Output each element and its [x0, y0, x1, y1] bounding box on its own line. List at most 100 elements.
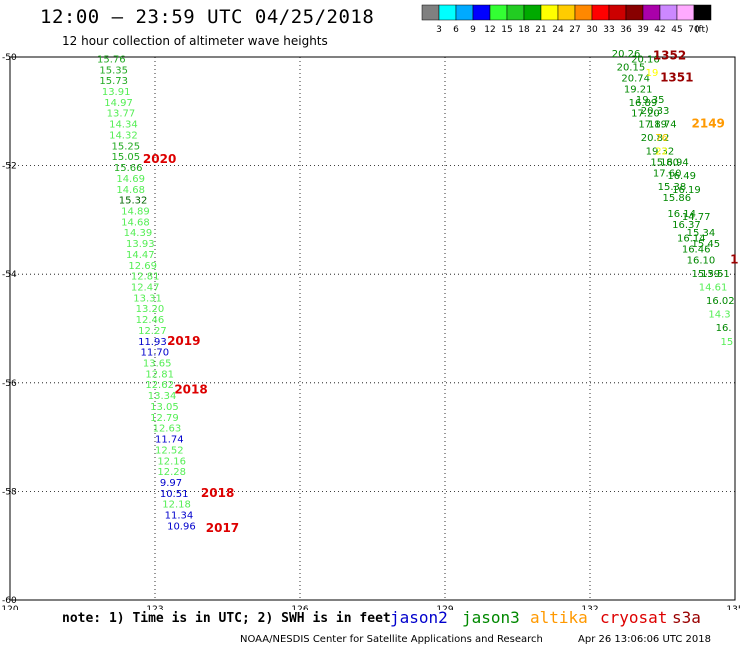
x-tick-label: 132 — [581, 605, 598, 610]
legend-tick-label: 36 — [620, 25, 632, 35]
wave-height-label: 20.33 — [641, 106, 670, 117]
legend-tick-label: 30 — [586, 25, 598, 35]
legend-swatch — [693, 4, 712, 21]
wave-height-label: 16. — [716, 323, 732, 334]
wave-height-label: 13.93 — [126, 239, 155, 250]
wave-height-label: 10.51 — [160, 489, 189, 500]
wave-height-label: 12.81 — [145, 369, 174, 380]
wave-height-label: 14.69 — [116, 174, 145, 185]
x-tick-label: 126 — [291, 605, 308, 610]
wave-height-label: 12.18 — [162, 500, 191, 511]
wave-height-label: 16.49 — [667, 171, 696, 182]
plot-frame — [9, 56, 736, 601]
wave-height-label: 17.19 — [638, 120, 667, 131]
wave-height-label: 13.77 — [107, 109, 136, 120]
satellite-jason2: jason2 — [390, 608, 448, 627]
satellite-cryosat: cryosat — [600, 608, 668, 627]
wave-height-label: 14.77 — [682, 212, 711, 223]
wave-height-label: 14.34 — [109, 120, 138, 131]
wave-height-label: 19.35 — [636, 95, 665, 106]
legend-tick-label: 3 — [436, 25, 442, 35]
y-tick-label: -56 — [2, 379, 17, 389]
wave-height-label: 14.61 — [699, 282, 728, 293]
legend-tick-label: 12 — [484, 25, 495, 35]
wave-height-label: 15.45 — [692, 239, 721, 250]
wave-height-label: 10.96 — [167, 521, 196, 532]
wave-height-label: 18.74 — [648, 120, 677, 131]
wave-height-label: 15.51 — [701, 269, 730, 280]
pass-number-label: 2019 — [167, 334, 200, 348]
wave-height-label: 17.60 — [653, 168, 682, 179]
wave-height-label: 20.82 — [641, 133, 670, 144]
wave-height-label: 9.97 — [160, 478, 182, 489]
wave-height-label: 20.15 — [617, 63, 646, 74]
wave-height-label: 11.74 — [155, 435, 184, 446]
wave-height-label: 76 — [655, 133, 668, 144]
wave-height-label: 17.20 — [631, 109, 660, 120]
y-tick-label: -60 — [2, 596, 17, 606]
legend-tick-label: 33 — [603, 25, 614, 35]
wave-height-label: 13.20 — [136, 304, 165, 315]
legend-tick-label: 45 — [671, 25, 682, 35]
wave-height-label: 11.70 — [141, 348, 170, 359]
color-legend: 3 6 9 12 15 18 21 24 27 30 33 36 39 42 45 70(ft) — [421, 4, 712, 35]
wave-height-label: 12.27 — [138, 326, 167, 337]
pass-number-label: 1352 — [653, 49, 686, 63]
x-tick-label: 135 — [726, 605, 740, 610]
y-tick-label: -54 — [2, 270, 17, 280]
wave-height-label: 16.10 — [687, 255, 716, 266]
wave-height-label: 19 — [646, 68, 659, 79]
wave-height-label: 14.97 — [104, 98, 133, 109]
wave-height-label: 12.28 — [157, 467, 186, 478]
legend-tick-label: 70 — [688, 25, 700, 35]
wave-height-label: 20.74 — [621, 73, 650, 84]
wave-height-label: 22 — [655, 147, 668, 158]
legend-unit: (ft) — [695, 25, 709, 35]
wave-height-label: 16.02 — [706, 296, 735, 307]
pass-number-label: 2020 — [143, 152, 176, 166]
wave-height-label: 14.89 — [121, 206, 150, 217]
wave-height-label: 15.05 — [112, 152, 141, 163]
wave-height-label: 14.68 — [121, 217, 150, 228]
x-tick-label: 120 — [1, 605, 18, 610]
wave-height-label: 15.32 — [119, 196, 148, 207]
wave-height-label: 16.89 — [629, 98, 658, 109]
wave-height-label: 12.79 — [150, 413, 179, 424]
satellite-s3a: s3a — [672, 608, 701, 627]
wave-height-label: 15.66 — [114, 163, 143, 174]
satellite-altika: altika — [530, 608, 588, 627]
wave-height-label: 16.94 — [660, 158, 689, 169]
wave-height-label: 15.80 — [650, 158, 679, 169]
footer-credit: NOAA/NESDIS Center for Satellite Applica… — [240, 634, 543, 645]
wave-height-label: 15.38 — [658, 182, 687, 193]
wave-height-label: 16.14 — [677, 234, 706, 245]
wave-height-label: 13.05 — [150, 402, 179, 413]
page-subtitle: 12 hour collection of altimeter wave hei… — [62, 34, 328, 48]
wave-height-label: 15.25 — [112, 141, 141, 152]
pass-number-label: 1 — [730, 252, 738, 266]
wave-height-label: 15 — [721, 337, 734, 348]
wave-height-label: 15.73 — [99, 76, 128, 87]
wave-height-label: 16.46 — [682, 244, 711, 255]
wave-height-label: 15.39 — [692, 269, 721, 280]
legend-tick-label: 18 — [518, 25, 530, 35]
pass-number-label: 2018 — [201, 486, 234, 500]
pass-number-label: 2017 — [206, 521, 239, 535]
y-tick-label: -50 — [2, 53, 17, 63]
pass-number-label: 1351 — [660, 70, 693, 84]
wave-height-label: 19.21 — [624, 84, 653, 95]
wave-height-label: 12.81 — [131, 272, 160, 283]
y-tick-label: -58 — [2, 487, 17, 497]
x-tick-label: 129 — [436, 605, 453, 610]
x-tick-label: 123 — [146, 605, 163, 610]
wave-height-label: 12.69 — [128, 261, 157, 272]
satellite-jason3: jason3 — [462, 608, 520, 627]
wave-height-label: 12.16 — [157, 456, 186, 467]
wave-height-label: 13.31 — [133, 293, 162, 304]
wave-height-label: 15.76 — [97, 54, 126, 65]
wave-height-label: 13.34 — [148, 391, 177, 402]
legend-tick-label: 21 — [535, 25, 546, 35]
chart-plot: 120 123 126 129 132 135 -50 -52 -54 -56 -58 -60 15.7… — [1, 49, 740, 610]
page-title: 12:00 — 23:59 UTC 04/25/2018 — [40, 6, 375, 28]
wave-height-label: 16.14 — [667, 209, 696, 220]
